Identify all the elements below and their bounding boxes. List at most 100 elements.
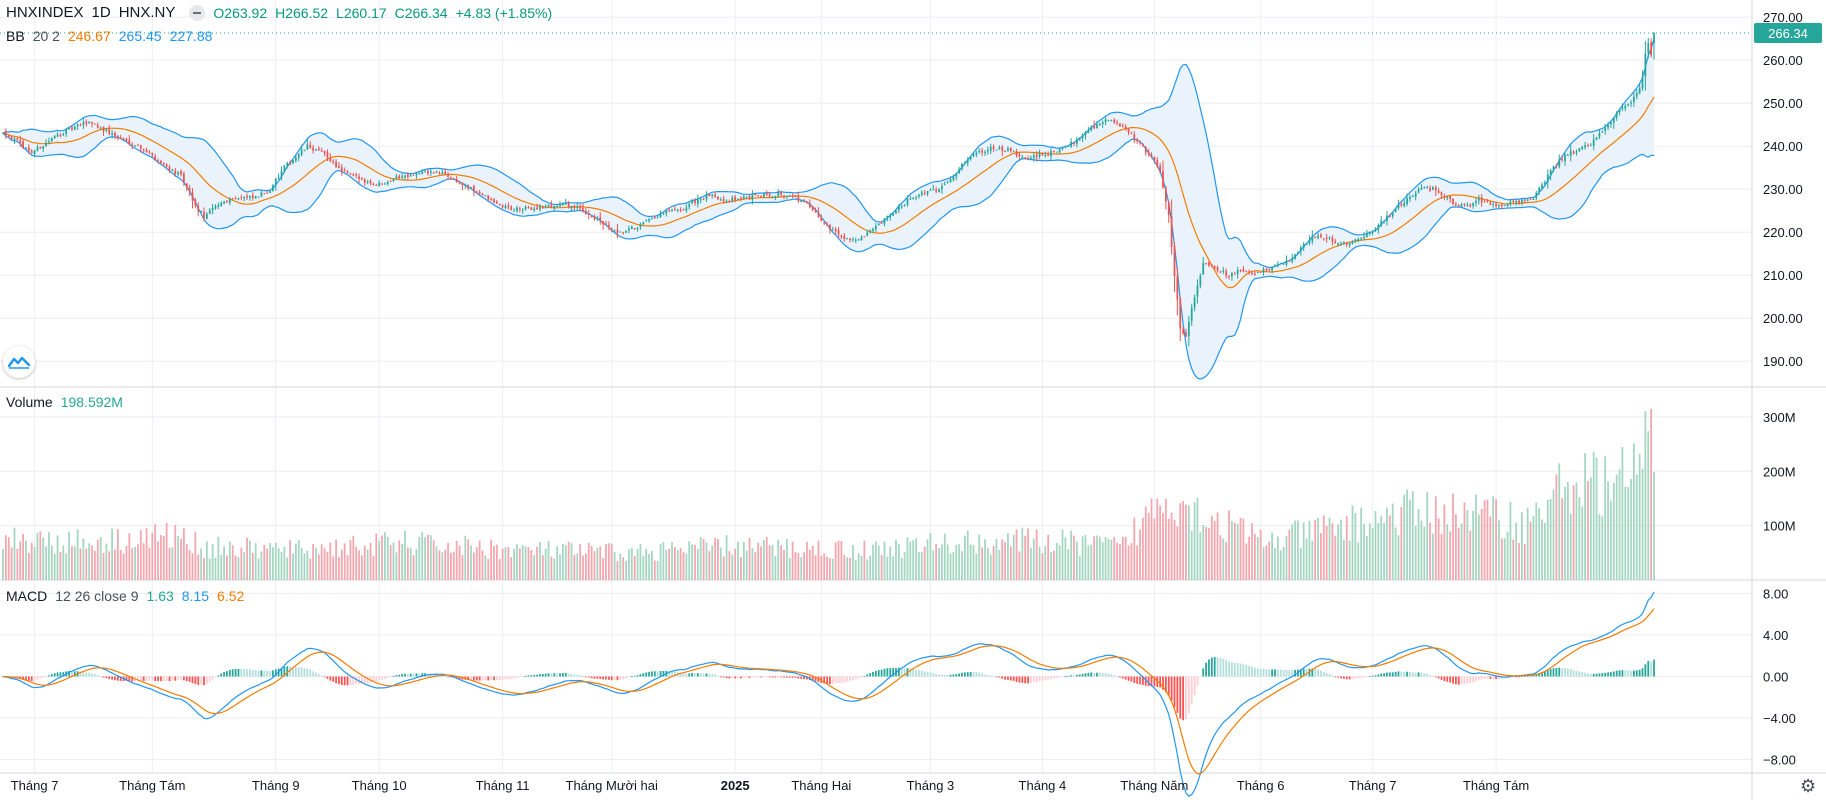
candle-body [62,133,65,135]
macd-hist-bar [1256,668,1259,677]
volume-bar [19,541,22,580]
candle-body [88,121,91,124]
macd-hist-bar [952,674,955,677]
volume-bar [450,552,452,580]
candle-body [205,214,208,219]
volume-bar [829,558,831,580]
macd-hist-bar [363,676,366,684]
macd-hist-bar [1288,670,1291,677]
symbol-name[interactable]: HNXINDEX [6,4,84,21]
macd-hist-bar [1409,671,1411,677]
macd-hist-bar [1426,673,1429,677]
volume-bar [840,540,843,580]
volume-bar [1038,546,1041,580]
candle-body [607,224,610,228]
macd-hist-bar [1575,671,1578,677]
macd-hist-bar [564,672,567,677]
macd-hist-bar [1472,676,1474,683]
volume-bar [473,552,475,580]
macd-hist-bar [886,668,889,677]
macd-hist-bar [1526,675,1529,677]
candle-body [1581,146,1584,150]
candle-body [840,235,843,237]
volume-bar [1394,527,1397,580]
volume-bar [587,542,590,580]
volume-bar [651,550,653,580]
macd-hist-bar [630,676,633,678]
candle-body [91,121,93,124]
macd-hist-bar [717,675,719,677]
candle-body [1397,204,1400,209]
exchange: HNX.NY [118,4,176,21]
candle-body [361,178,363,180]
candle-body [237,198,240,200]
volume-bar [1322,515,1325,580]
volume-bar [154,524,157,580]
volume-bar [1526,507,1529,580]
volume-bar [404,530,406,580]
candle-body [863,236,866,238]
candle-body [378,182,381,187]
candle-body [748,196,751,199]
volume-bar [1434,496,1437,580]
candle-body [1423,187,1426,189]
bb-legend[interactable]: BB 20 2 246.67 265.45 227.88 [6,28,220,44]
volume-bar [1477,514,1480,580]
macd-hist-bar [1417,672,1420,677]
candle-body [1297,251,1299,254]
candle-body [297,154,300,158]
macd-hist-bar [869,673,872,677]
candle-body [1084,131,1087,135]
volume-bar [1219,535,1222,580]
volume-bar [771,544,774,580]
macd-hist-bar [1360,676,1363,678]
macd-hist-bar [22,676,24,680]
candle-body [1053,151,1055,153]
volume-bar [1127,545,1130,580]
volume-bar [668,548,671,580]
volume-bar [125,545,128,580]
macd-hist-bar [429,673,432,677]
volume-bar [1429,522,1431,580]
volume-bar [401,543,404,580]
macd-hist-bar [125,676,128,682]
candle-body [231,198,234,200]
candle-body [418,173,421,175]
candle-body [1452,198,1454,204]
macd-hist-bar [814,676,817,682]
volume-bar [1075,541,1078,580]
macd-hist-bar [995,676,998,678]
price-tick-label: 220.00 [1763,225,1803,240]
candle-body [536,207,538,210]
candle-body [1363,236,1365,239]
volume-bar [751,548,754,580]
price-tick-label: 190.00 [1763,354,1803,369]
candle-body [1274,265,1276,267]
volume-bar [139,530,142,580]
volume-bar [1618,469,1621,580]
macd-hist-bar [234,669,237,677]
macd-hist-bar [1061,676,1064,678]
gear-icon[interactable]: ⚙ [1800,776,1817,796]
interval[interactable]: 1D [91,4,111,21]
volume-bar [312,544,314,580]
candle-body [510,206,513,211]
volume-legend[interactable]: Volume 198.592M [6,394,131,410]
macd-tick-label: −8.00 [1763,753,1796,768]
candle-body [564,202,567,205]
candle-body [131,144,134,146]
volume-bar [398,540,401,580]
volume-bar [984,539,986,580]
candle-body [826,224,828,226]
macd-hist-bar [1271,669,1274,677]
volume-bar [673,546,676,580]
candle-body [1119,123,1121,127]
volume-bar [7,537,10,580]
tradingview-logo-icon[interactable] [3,346,35,378]
macd-hist-bar [131,676,134,682]
macd-legend[interactable]: MACD 12 26 close 9 1.63 8.15 6.52 [6,588,252,604]
collapse-toggle-icon[interactable] [189,4,206,21]
volume-bar [625,560,627,580]
